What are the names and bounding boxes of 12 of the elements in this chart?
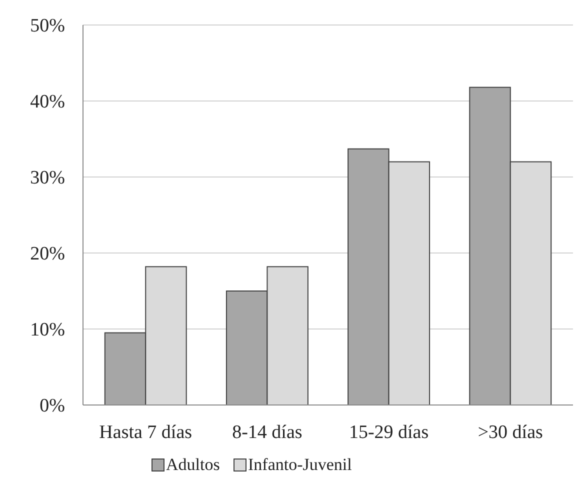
y-tick-label: 30%: [30, 168, 66, 189]
y-tick-label: 50%: [30, 16, 66, 37]
x-tick-label: Hasta 7 días: [99, 422, 192, 443]
y-tick-label: 20%: [30, 244, 66, 265]
x-tick-label: 15-29 días: [348, 422, 429, 443]
y-tick-label: 10%: [30, 320, 66, 341]
legend-label: Infanto-Juvenil: [248, 455, 352, 474]
x-tick-label: 8-14 días: [232, 422, 302, 443]
legend-label: Adultos: [166, 455, 220, 474]
y-tick-label: 40%: [30, 92, 66, 113]
y-tick-label: 0%: [40, 396, 66, 417]
x-tick-label: >30 días: [478, 422, 543, 443]
